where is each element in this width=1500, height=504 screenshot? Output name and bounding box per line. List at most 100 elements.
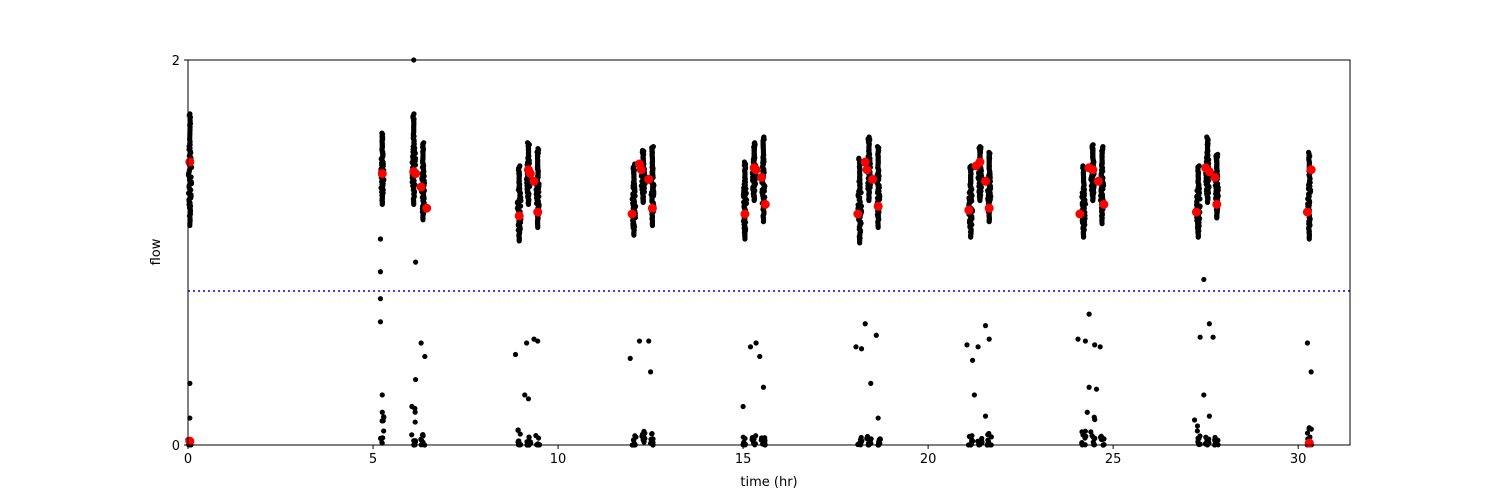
outlier-point [409, 403, 415, 410]
highlight-point [1306, 165, 1316, 175]
outlier-point [1092, 342, 1098, 348]
data-point [749, 437, 755, 443]
data-point [1204, 134, 1210, 140]
outlier-point [187, 380, 193, 386]
outlier-point [1308, 369, 1314, 375]
outlier-point [757, 353, 763, 360]
data-point [639, 147, 646, 154]
outlier-point [971, 392, 977, 398]
x-tick-label: 10 [550, 452, 567, 467]
highlight-point [984, 203, 994, 213]
highlight-point [1210, 172, 1220, 182]
highlight-point [975, 157, 985, 167]
data-point [867, 438, 873, 445]
data-point [409, 432, 415, 438]
highlight-point [860, 157, 870, 167]
outlier-point [964, 342, 970, 348]
outlier-point [525, 396, 532, 402]
data-point [1212, 437, 1218, 443]
outlier-point [646, 338, 652, 344]
outlier-point [1097, 344, 1103, 350]
highlight-point [1191, 207, 1201, 217]
outlier-point [418, 340, 424, 346]
outlier-point [1210, 334, 1216, 340]
x-axis-label: time (hr) [740, 475, 797, 490]
data-point [742, 435, 748, 442]
outlier-point [377, 269, 384, 275]
highlight-point [647, 203, 657, 213]
outlier-point [862, 321, 868, 327]
data-point [524, 140, 531, 146]
data-point [1305, 149, 1312, 155]
highlight-point [529, 176, 539, 186]
outlier-point [1086, 384, 1092, 390]
outlier-point [853, 344, 859, 350]
data-point [1214, 441, 1221, 447]
y-tick-label: 2 [172, 54, 180, 69]
highlight-point [853, 209, 863, 219]
highlight-point [422, 203, 432, 213]
highlight-point [1075, 209, 1085, 219]
data-point [1090, 142, 1096, 148]
outlier-point [535, 338, 541, 344]
data-point [1080, 163, 1086, 169]
highlight-point [868, 174, 878, 184]
data-point [874, 144, 881, 150]
data-point [535, 145, 541, 152]
data-point [1215, 151, 1221, 157]
highlight-point [627, 209, 637, 219]
outlier-point [982, 323, 989, 329]
x-tick-label: 15 [735, 452, 752, 467]
outlier-point [647, 369, 654, 375]
outlier-point [1075, 336, 1081, 342]
outlier-point [875, 415, 881, 421]
outlier-point [1191, 417, 1198, 423]
outlier-point [1093, 386, 1100, 392]
x-tick-label: 30 [1290, 452, 1307, 467]
outlier-point [868, 380, 874, 386]
outlier-point [1306, 425, 1312, 431]
data-point [864, 433, 871, 440]
highlight-point [751, 165, 761, 175]
outlier-point [524, 340, 530, 346]
data-point [517, 431, 523, 437]
highlight-point [185, 157, 195, 167]
data-point [411, 111, 417, 117]
outlier-point [760, 384, 767, 390]
data-point [648, 436, 654, 442]
highlight-point [644, 174, 654, 184]
highlight-point [740, 209, 750, 219]
highlight-point [1088, 165, 1098, 175]
outlier-point [412, 376, 419, 383]
data-point [979, 435, 985, 442]
outlier-point [858, 346, 865, 352]
outlier-point [422, 353, 428, 360]
data-point [381, 428, 387, 434]
data-point [1196, 163, 1202, 169]
outlier-point [1084, 409, 1090, 415]
highlight-point [964, 205, 974, 215]
data-point [379, 130, 385, 136]
outlier-point [627, 355, 633, 361]
data-point [421, 140, 427, 146]
y-axis-ticks: 02 [172, 54, 188, 454]
data-point [1197, 433, 1203, 439]
outlier-point [522, 392, 528, 398]
data-point [381, 414, 387, 421]
highlight-point [862, 165, 872, 175]
outlier-point [1086, 311, 1092, 317]
data-point [1194, 428, 1200, 434]
data-point [741, 159, 748, 165]
highlight-point [1093, 176, 1103, 186]
data-point [977, 144, 983, 150]
axes: 0 5 10 15 20 25 30 02 time (hr) flow [149, 54, 1351, 490]
outlier-point [377, 319, 384, 325]
data-point [752, 140, 758, 146]
data-point [649, 431, 655, 437]
data-point [517, 163, 523, 169]
data-point [761, 134, 767, 140]
outlier-point [379, 392, 385, 398]
highlight-point [411, 169, 421, 179]
outlier-point [873, 332, 879, 338]
